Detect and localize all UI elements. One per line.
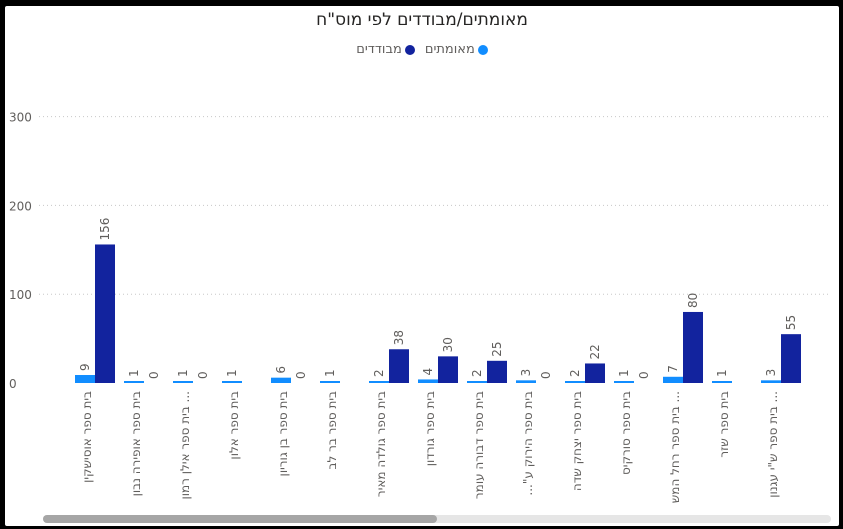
data-label: 9	[78, 363, 92, 371]
data-label: 1	[715, 369, 729, 377]
legend-label-isolated: מבודדים	[356, 42, 402, 57]
data-label: 2	[372, 369, 386, 377]
scrollbar-thumb[interactable]	[43, 515, 437, 523]
data-label: 156	[98, 218, 112, 241]
data-label: 1	[127, 369, 141, 377]
data-label: 4	[421, 368, 435, 376]
data-label: 22	[588, 344, 602, 359]
data-label: 6	[274, 366, 288, 374]
bar-confirmed	[712, 381, 732, 383]
data-label: 7	[666, 365, 680, 373]
x-tick-label: בית ספר ש"י עגנון ...	[766, 391, 780, 498]
x-tick-label: בית ספר אוסישקין	[80, 391, 94, 483]
bar-confirmed	[418, 379, 438, 383]
legend-item-isolated[interactable]: מבודדים	[356, 42, 415, 57]
chart-panel: מאומתים/מבודדים לפי מוס"ח מאומתים מבודדי…	[5, 6, 839, 526]
data-label: 2	[470, 369, 484, 377]
x-tick-label: בית ספר סורקיס	[619, 391, 633, 475]
legend-label-confirmed: מאומתים	[424, 42, 475, 57]
bar-confirmed	[124, 381, 144, 383]
chart-legend: מאומתים מבודדים	[5, 42, 839, 57]
bar-confirmed	[467, 381, 487, 383]
x-tick-label: בית ספר אופירה נבון	[129, 391, 143, 496]
y-tick-label: 200	[9, 199, 32, 213]
bar-confirmed	[761, 380, 781, 383]
bar-isolated	[487, 360, 507, 383]
data-label: 0	[637, 371, 651, 379]
data-label: 80	[686, 293, 700, 308]
data-label: 30	[441, 337, 455, 352]
data-label: 0	[539, 371, 553, 379]
data-label: 1	[323, 369, 337, 377]
data-label: 55	[784, 315, 798, 330]
bar-isolated	[585, 363, 605, 383]
x-tick-label: בית ספר בן גוריון	[276, 391, 290, 476]
x-tick-label: בית ספר דבורה עומר	[472, 391, 486, 499]
y-tick-label: 0	[9, 377, 17, 391]
y-tick-label: 300	[9, 111, 32, 125]
bar-confirmed	[516, 380, 536, 383]
data-label: 2	[568, 369, 582, 377]
bar-isolated	[683, 311, 703, 383]
x-tick-label: בית ספר שזר	[717, 391, 731, 458]
x-tick-label: בית ספר גורדון	[423, 391, 437, 466]
bar-confirmed	[369, 381, 389, 383]
bar-confirmed	[271, 377, 291, 383]
data-label: 0	[196, 371, 210, 379]
legend-item-confirmed[interactable]: מאומתים	[425, 42, 488, 57]
bar-isolated	[389, 349, 409, 383]
data-label: 38	[392, 330, 406, 345]
legend-dot-icon	[404, 44, 415, 55]
bar-confirmed	[614, 381, 634, 383]
data-label: 1	[225, 369, 239, 377]
data-label: 1	[176, 369, 190, 377]
x-tick-label: בית ספר יצחק שדה	[570, 391, 584, 491]
bar-confirmed	[663, 376, 683, 383]
x-tick-label: בית ספר גולדה מאיר	[374, 391, 388, 497]
bar-isolated	[95, 244, 115, 383]
data-label: 0	[294, 371, 308, 379]
legend-dot-icon	[477, 44, 488, 55]
x-tick-label: בית ספר אילן רמון ...	[178, 391, 192, 500]
bar-isolated	[781, 334, 801, 383]
x-tick-label: בית ספר אלון	[227, 391, 241, 460]
x-tick-label: ..."בית ספר הירוק ע	[521, 391, 535, 496]
bar-confirmed	[75, 375, 95, 383]
horizontal-scrollbar[interactable]	[43, 515, 831, 523]
data-label: 3	[764, 369, 778, 377]
data-label: 25	[490, 342, 504, 357]
chart-title: מאומתים/מבודדים לפי מוס"ח	[316, 10, 528, 30]
bar-isolated	[438, 356, 458, 383]
y-tick-label: 100	[9, 288, 32, 302]
x-tick-label: בית ספר רחל המש ...	[668, 391, 682, 503]
bar-confirmed	[222, 381, 242, 383]
bar-confirmed	[320, 381, 340, 383]
data-label: 1	[617, 369, 631, 377]
x-tick-label: בית ספר בר לב	[325, 391, 339, 470]
data-label: 0	[147, 371, 161, 379]
data-label: 3	[519, 369, 533, 377]
bar-confirmed	[565, 381, 585, 383]
bar-confirmed	[173, 381, 193, 383]
